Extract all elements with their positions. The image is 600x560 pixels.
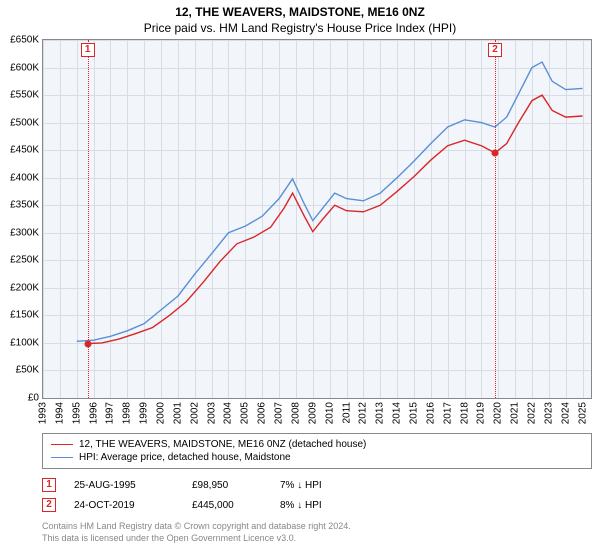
transaction-row: 1 25-AUG-1995 £98,950 7% ↓ HPI: [42, 475, 592, 495]
x-tick-label: 1996: [88, 402, 99, 424]
marker-box: 2: [488, 43, 502, 57]
x-tick-label: 2021: [510, 402, 521, 424]
legend-label: HPI: Average price, detached house, Maid…: [79, 452, 291, 463]
legend-item: HPI: Average price, detached house, Maid…: [51, 451, 583, 464]
x-tick-label: 2023: [543, 402, 554, 424]
chart-lines: [43, 40, 591, 398]
transaction-date: 24-OCT-2019: [74, 500, 174, 511]
y-tick-label: £400K: [10, 172, 39, 183]
y-tick-label: £550K: [10, 90, 39, 101]
chart-container: 12, THE WEAVERS, MAIDSTONE, ME16 0NZ Pri…: [0, 0, 600, 560]
x-tick-label: 2009: [307, 402, 318, 424]
transaction-date: 25-AUG-1995: [74, 480, 174, 491]
x-tick-label: 2014: [392, 402, 403, 424]
transactions-list: 1 25-AUG-1995 £98,950 7% ↓ HPI 2 24-OCT-2019 £…: [42, 475, 592, 515]
x-tick-label: 1997: [105, 402, 116, 424]
x-tick-label: 1994: [54, 402, 65, 424]
transaction-marker: 2: [42, 498, 56, 512]
chart-below: 12, THE WEAVERS, MAIDSTONE, ME16 0NZ (de…: [42, 433, 592, 544]
y-tick-label: £150K: [10, 310, 39, 321]
x-tick-label: 2015: [408, 402, 419, 424]
x-tick-label: 1995: [71, 402, 82, 424]
x-tick-label: 2025: [577, 402, 588, 424]
x-tick-label: 2003: [206, 402, 217, 424]
x-tick-label: 2022: [526, 402, 537, 424]
x-tick-label: 2008: [290, 402, 301, 424]
chart-title: 12, THE WEAVERS, MAIDSTONE, ME16 0NZ: [0, 0, 600, 19]
y-tick-label: £350K: [10, 200, 39, 211]
x-tick-label: 2020: [493, 402, 504, 424]
footer-line-2: This data is licensed under the Open Gov…: [42, 533, 592, 545]
x-tick-label: 2012: [358, 402, 369, 424]
x-tick-label: 1999: [139, 402, 150, 424]
series-line-property: [88, 95, 583, 343]
transaction-price: £445,000: [192, 500, 262, 511]
marker-vline: [495, 40, 496, 398]
x-tick-label: 2007: [274, 402, 285, 424]
x-tick-label: 2016: [425, 402, 436, 424]
x-tick-label: 2013: [375, 402, 386, 424]
y-tick-label: £200K: [10, 282, 39, 293]
y-tick-label: £250K: [10, 255, 39, 266]
x-tick-label: 2002: [189, 402, 200, 424]
legend-swatch: [51, 444, 73, 445]
y-tick-label: £600K: [10, 62, 39, 73]
marker-box: 1: [81, 43, 95, 57]
x-tick-label: 1998: [122, 402, 133, 424]
x-tick-label: 2006: [257, 402, 268, 424]
y-tick-label: £50K: [16, 365, 39, 376]
x-tick-label: 2000: [156, 402, 167, 424]
marker-dot: [84, 340, 91, 347]
transaction-row: 2 24-OCT-2019 £445,000 8% ↓ HPI: [42, 495, 592, 515]
y-tick-label: £650K: [10, 35, 39, 46]
footer-line-1: Contains HM Land Registry data © Crown c…: [42, 521, 592, 533]
x-tick-label: 2001: [172, 402, 183, 424]
legend-item: 12, THE WEAVERS, MAIDSTONE, ME16 0NZ (de…: [51, 438, 583, 451]
legend-label: 12, THE WEAVERS, MAIDSTONE, ME16 0NZ (de…: [79, 439, 366, 450]
x-tick-label: 2019: [476, 402, 487, 424]
transaction-hpi: 8% ↓ HPI: [280, 500, 360, 511]
x-tick-label: 2011: [341, 402, 352, 424]
y-tick-label: £500K: [10, 117, 39, 128]
x-tick-label: 2017: [442, 402, 453, 424]
transaction-hpi: 7% ↓ HPI: [280, 480, 360, 491]
x-tick-label: 2018: [459, 402, 470, 424]
y-tick-label: £300K: [10, 227, 39, 238]
chart-plot-area: £0£50K£100K£150K£200K£250K£300K£350K£400…: [42, 39, 592, 399]
transaction-marker: 1: [42, 478, 56, 492]
x-tick-label: 2004: [223, 402, 234, 424]
marker-dot: [492, 149, 499, 156]
x-tick-label: 2024: [560, 402, 571, 424]
y-tick-label: £100K: [10, 337, 39, 348]
legend: 12, THE WEAVERS, MAIDSTONE, ME16 0NZ (de…: [42, 433, 592, 469]
x-tick-label: 2010: [324, 402, 335, 424]
series-line-hpi: [77, 62, 583, 341]
x-tick-label: 2005: [240, 402, 251, 424]
transaction-price: £98,950: [192, 480, 262, 491]
legend-swatch: [51, 457, 73, 458]
chart-subtitle: Price paid vs. HM Land Registry's House …: [0, 19, 600, 39]
footer-attribution: Contains HM Land Registry data © Crown c…: [42, 521, 592, 544]
y-tick-label: £450K: [10, 145, 39, 156]
x-tick-label: 1993: [38, 402, 49, 424]
